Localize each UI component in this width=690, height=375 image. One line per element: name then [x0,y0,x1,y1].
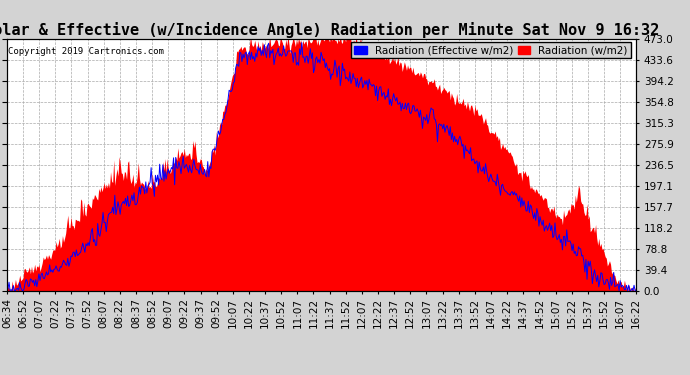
Text: Copyright 2019 Cartronics.com: Copyright 2019 Cartronics.com [8,47,164,56]
Legend: Radiation (Effective w/m2), Radiation (w/m2): Radiation (Effective w/m2), Radiation (w… [351,42,631,58]
Title: Solar & Effective (w/Incidence Angle) Radiation per Minute Sat Nov 9 16:32: Solar & Effective (w/Incidence Angle) Ra… [0,22,659,38]
